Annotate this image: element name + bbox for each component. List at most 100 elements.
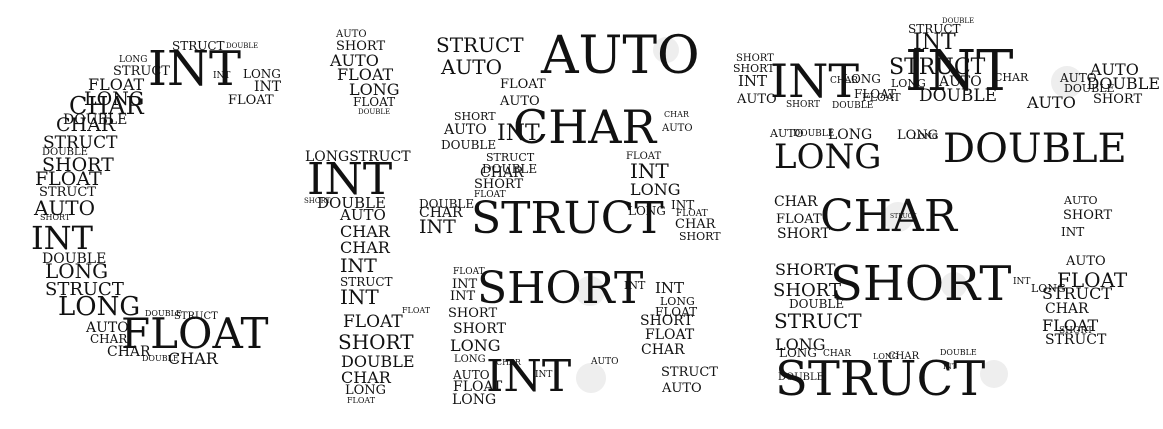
letter-e-word-double: DOUBLE bbox=[919, 86, 998, 106]
letter-e-word-long: LONG bbox=[873, 352, 899, 361]
letter-c-word-long: LONG bbox=[45, 259, 109, 283]
letter-e-word-int: INT bbox=[1061, 225, 1085, 239]
letter-e-word-struct: STRUCT bbox=[774, 309, 862, 333]
letter-i-word-short: SHORT bbox=[336, 39, 386, 54]
letter-e-word-float: FLOAT bbox=[862, 91, 901, 104]
letter-e-word-short: SHORT bbox=[773, 280, 842, 301]
letter-e-word-long: LONG bbox=[913, 132, 939, 141]
counter-o-long-e bbox=[980, 360, 1008, 388]
letter-s-word-short: SHORT bbox=[477, 263, 644, 314]
letter-s-word-short: SHORT bbox=[448, 306, 498, 321]
letter-e-word-short: SHORT bbox=[736, 53, 774, 64]
letter-s-word-long: LONG bbox=[450, 336, 501, 355]
letter-s-word-double: DOUBLE bbox=[441, 138, 497, 152]
letter-e-word-auto: AUTO bbox=[770, 127, 804, 140]
letter-e-word-double: DOUBLE bbox=[943, 126, 1127, 172]
letter-e-word-long: LONG bbox=[843, 72, 881, 86]
letter-i-word-int: INT bbox=[307, 154, 393, 205]
letter-e-word-int: INT bbox=[770, 54, 860, 108]
letter-e-word-struct: STRUCT bbox=[775, 351, 986, 407]
letter-e-word-long: LONG bbox=[897, 128, 939, 143]
letter-s-word-short: SHORT bbox=[474, 177, 524, 192]
letter-i-word-long: LONG bbox=[349, 80, 400, 99]
letter-e-word-float: FLOAT bbox=[776, 212, 822, 227]
letter-e-word-int: INT bbox=[943, 363, 957, 371]
letter-i-word-float: FLOAT bbox=[337, 65, 394, 84]
letter-c-word-long: LONG bbox=[243, 67, 281, 81]
letter-s-word-int: INT bbox=[671, 198, 695, 212]
letter-c-word-struct: STRUCT bbox=[113, 64, 170, 79]
letter-c-word-int: INT bbox=[31, 219, 93, 257]
letter-c-word-double: DOUBLE bbox=[145, 309, 182, 318]
letter-s-word-double: DOUBLE bbox=[419, 197, 475, 211]
letter-i-word-float: FLOAT bbox=[402, 306, 431, 315]
letter-s-word-auto: AUTO bbox=[662, 123, 693, 134]
letter-e-word-struct: STRUCT bbox=[889, 55, 986, 80]
letter-i-word-char: CHAR bbox=[340, 222, 390, 241]
letter-e-word-float: FLOAT bbox=[854, 87, 897, 101]
letter-s-word-double: DOUBLE bbox=[482, 162, 538, 176]
letter-c-word-long: LONG bbox=[84, 88, 144, 110]
letter-s-word-long: LONG bbox=[630, 180, 681, 199]
letter-i-word-char: CHAR bbox=[340, 238, 390, 257]
letter-s-word-long: LONG bbox=[628, 204, 666, 218]
letter-s-word-auto: AUTO bbox=[444, 122, 487, 138]
letter-c-word-struct: STRUCT bbox=[174, 311, 218, 322]
letter-s-word-char: CHAR bbox=[496, 358, 521, 367]
letter-s-word-char: CHAR bbox=[419, 205, 463, 221]
letter-c-word-int: INT bbox=[213, 71, 231, 81]
letter-e-word-struct: STRUCT bbox=[1045, 332, 1107, 348]
letter-c-word-int: INT bbox=[148, 41, 241, 97]
letter-e-word-long: LONG bbox=[774, 137, 882, 177]
letter-e-word-double: DOUBLE bbox=[942, 17, 975, 25]
letter-c-word-char: CHAR bbox=[107, 344, 151, 360]
letter-e-word-auto: AUTO bbox=[1090, 60, 1139, 79]
letter-e-word-short: SHORT bbox=[1059, 326, 1094, 336]
letter-c-word-auto: AUTO bbox=[34, 196, 96, 220]
letter-s-word-long: LONG bbox=[452, 392, 497, 408]
letter-e-word-struct: STRUCT bbox=[1042, 284, 1113, 303]
letter-e-word-short: SHORT bbox=[777, 226, 830, 242]
letter-s-word-int: INT bbox=[630, 159, 669, 183]
letter-c-word-double: DOUBLE bbox=[63, 112, 128, 128]
letter-c-word-char: CHAR bbox=[56, 114, 116, 136]
letter-s-word-float: FLOAT bbox=[645, 327, 695, 343]
letter-i-word-float: FLOAT bbox=[347, 396, 376, 405]
letter-i-word-struct: STRUCT bbox=[340, 275, 393, 289]
letter-e-word-short: SHORT bbox=[733, 62, 775, 75]
letter-i-word-auto: AUTO bbox=[340, 206, 386, 224]
letter-e-word-struct: STRUCT bbox=[908, 22, 961, 36]
letter-i-word-int: INT bbox=[340, 285, 379, 309]
letter-e-word-double: DOUBLE bbox=[940, 348, 977, 357]
letter-e-word-short: SHORT bbox=[1093, 92, 1143, 107]
letter-e-word-char: CHAR bbox=[888, 351, 920, 362]
letter-e-word-double: DOUBLE bbox=[832, 101, 874, 111]
letter-i-word-long: LONG bbox=[345, 383, 387, 398]
letter-s-word-int: INT bbox=[452, 277, 478, 292]
letter-e-word-long: LONG bbox=[828, 127, 873, 143]
letter-e-word-int: INT bbox=[905, 39, 1014, 104]
letter-c-word-double: DOUBLE bbox=[42, 251, 107, 267]
letter-e-word-short: SHORT bbox=[1063, 208, 1113, 223]
letter-i-word-char: CHAR bbox=[341, 368, 391, 387]
letter-e-word-char: CHAR bbox=[830, 76, 859, 86]
letter-s-word-char: CHAR bbox=[480, 165, 524, 181]
letter-s-word-short: SHORT bbox=[453, 321, 506, 337]
letter-e-word-long: LONG bbox=[779, 346, 817, 360]
letter-s-word-struct: STRUCT bbox=[471, 193, 664, 244]
letter-i-word-double: DOUBLE bbox=[317, 194, 386, 212]
letter-c-word-float: FLOAT bbox=[88, 75, 145, 94]
letter-s-word-int: INT bbox=[419, 216, 456, 238]
letter-e-word-int: INT bbox=[1013, 277, 1031, 287]
letter-e-word-auto: AUTO bbox=[1027, 93, 1076, 112]
letter-c-word-struct: STRUCT bbox=[43, 133, 118, 153]
letter-s-word-short: SHORT bbox=[454, 110, 496, 123]
counter-o-auto-s bbox=[653, 37, 679, 63]
letter-s-word-struct: STRUCT bbox=[661, 365, 718, 380]
letter-c-word-int: INT bbox=[254, 79, 282, 95]
letter-s-word-struct: STRUCT bbox=[486, 151, 535, 164]
letter-e-word-char: CHAR bbox=[774, 194, 818, 210]
letter-s-word-int: INT bbox=[497, 121, 540, 146]
